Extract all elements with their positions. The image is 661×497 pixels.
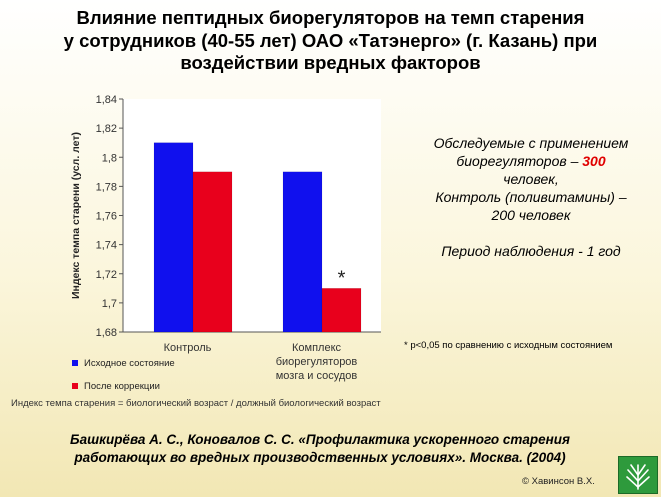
- legend-item-baseline: Исходное состояние: [72, 356, 175, 370]
- legend-label-after: После коррекции: [84, 380, 160, 392]
- bar-after-0: [192, 171, 233, 333]
- significance-asterisk: *: [338, 267, 346, 289]
- legend-swatch-blue: [72, 360, 78, 366]
- citation-line-2: работающих во вредных производственных у…: [74, 450, 566, 465]
- formula-note: Индекс темпа старения = биологический во…: [11, 398, 381, 409]
- category-label: биорегуляторов: [276, 356, 358, 368]
- leaf-logo-icon: [618, 456, 658, 494]
- y-tick-label: 1,76: [96, 211, 117, 223]
- chart-legend: Исходное состояние После коррекции: [72, 356, 175, 402]
- note-line-5: 200 человек: [491, 207, 571, 223]
- note-line-3: человек,: [503, 171, 559, 187]
- title-line-1: Влияние пептидных биорегуляторов на темп…: [76, 7, 585, 28]
- legend-item-after: После коррекции: [72, 379, 175, 393]
- note-line-2-text: биорегуляторов –: [456, 153, 583, 169]
- observation-period: Период наблюдения - 1 год: [441, 243, 621, 259]
- category-label: Контроль: [164, 342, 212, 354]
- y-tick-label: 1,74: [96, 240, 117, 252]
- category-label: мозга и сосудов: [276, 370, 358, 382]
- bar-after-1: [321, 288, 362, 333]
- study-description: Обследуемые с применением биорегуляторов…: [408, 134, 654, 260]
- citation: Башкирёва А. С., Коновалов С. С. «Профил…: [20, 431, 620, 467]
- slide-title: Влияние пептидных биорегуляторов на темп…: [0, 7, 661, 75]
- title-line-2: у сотрудников (40-55 лет) ОАО «Татэнерго…: [63, 29, 598, 51]
- y-tick-label: 1,84: [96, 94, 117, 106]
- note-line-2: биорегуляторов – 300: [408, 152, 654, 170]
- y-tick-label: 1,82: [96, 123, 117, 135]
- legend-swatch-red: [72, 383, 78, 389]
- bar-baseline-0: [153, 142, 194, 333]
- y-tick-label: 1,7: [102, 298, 117, 310]
- y-tick-label: 1,78: [96, 181, 117, 193]
- category-label: Комплекс: [292, 342, 342, 354]
- copyright-text: © Хавинсон В.Х.: [522, 476, 595, 487]
- legend-label-baseline: Исходное состояние: [84, 357, 175, 369]
- bar-chart: 1,68 1,7 1,72 1,74 1,76 1,78 1,8 1,82 1,84 Индекс…: [70, 94, 381, 382]
- note-spacer: [408, 224, 654, 242]
- bar-baseline-1: [282, 171, 323, 333]
- title-line-3: воздействии вредных факторов: [180, 52, 481, 73]
- y-tick-label: 1,8: [102, 152, 117, 164]
- citation-line-1: Башкирёва А. С., Коновалов С. С. «Профил…: [70, 432, 570, 447]
- significance-note: * p<0,05 по сравнению с исходным состоян…: [404, 340, 613, 351]
- y-tick-label: 1,68: [96, 327, 117, 339]
- subject-count: 300: [582, 153, 606, 169]
- note-line-1: Обследуемые с применением: [433, 135, 629, 151]
- note-line-4: Контроль (поливитамины) –: [435, 189, 627, 205]
- y-axis-label: Индекс темпа старени (усл. лет): [70, 132, 82, 299]
- y-tick-label: 1,72: [96, 269, 117, 281]
